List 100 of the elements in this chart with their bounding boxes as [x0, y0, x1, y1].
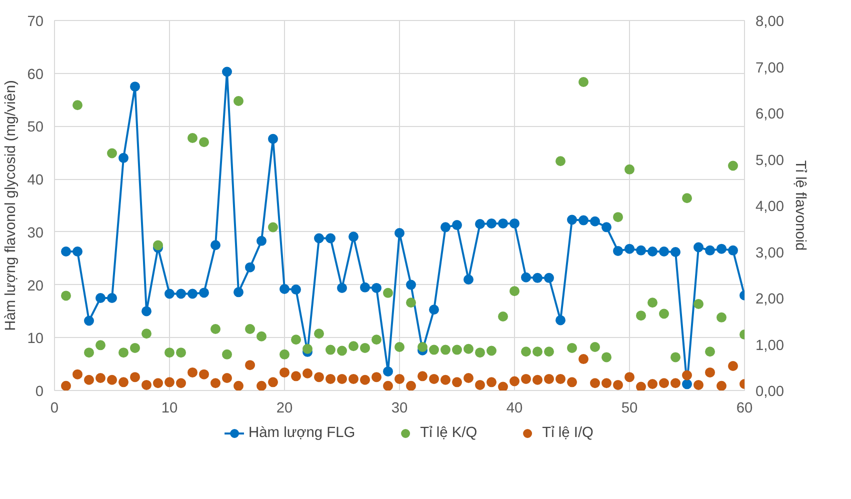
- point: [372, 334, 382, 345]
- point: [670, 378, 680, 388]
- y2-tick-label: 1,00: [756, 338, 784, 354]
- point: [107, 293, 117, 303]
- point: [164, 288, 174, 299]
- legend-label: Tỉ lệ K/Q: [420, 425, 478, 441]
- point: [268, 377, 278, 388]
- point: [360, 342, 370, 353]
- point: [360, 282, 370, 292]
- point: [96, 340, 106, 350]
- point: [475, 348, 485, 358]
- point: [624, 244, 634, 254]
- point: [96, 293, 106, 303]
- point: [613, 212, 623, 222]
- point: [682, 370, 692, 380]
- point: [394, 342, 404, 352]
- point: [694, 242, 704, 252]
- point: [372, 372, 382, 382]
- point: [728, 360, 738, 371]
- point: [510, 376, 520, 386]
- point: [532, 374, 542, 385]
- point: [602, 352, 612, 362]
- y-tick-label: 60: [27, 66, 44, 83]
- point: [705, 367, 715, 378]
- point: [648, 298, 658, 308]
- point: [716, 312, 726, 322]
- point: [728, 160, 738, 171]
- point: [326, 233, 336, 244]
- point: [532, 272, 542, 283]
- point: [429, 304, 439, 315]
- point: [613, 380, 623, 390]
- point: [72, 246, 82, 256]
- y2-tick-label: 4,00: [756, 199, 784, 215]
- point: [153, 378, 163, 388]
- point: [326, 344, 336, 355]
- point: [61, 380, 71, 390]
- point: [694, 380, 704, 390]
- point: [96, 373, 106, 384]
- y2-tick-label: 7,00: [756, 60, 784, 76]
- y-tick-label: 0: [35, 384, 44, 400]
- point: [153, 240, 163, 250]
- point: [716, 380, 726, 390]
- point: [521, 272, 531, 282]
- point: [418, 342, 428, 352]
- point: [613, 246, 623, 256]
- point: [452, 220, 462, 230]
- point: [486, 377, 496, 388]
- y2-tick-label: 0,00: [756, 384, 784, 400]
- point: [314, 328, 324, 339]
- point: [348, 341, 358, 352]
- point: [348, 374, 358, 384]
- legend-label: Tỉ lệ I/Q: [542, 425, 594, 441]
- point: [567, 377, 577, 388]
- point: [705, 346, 715, 357]
- x-tick-label: 0: [50, 400, 59, 416]
- point: [705, 245, 715, 256]
- point: [302, 368, 312, 378]
- point: [659, 378, 669, 388]
- point: [199, 288, 209, 298]
- point: [72, 100, 82, 110]
- point: [291, 334, 301, 345]
- point: [234, 96, 244, 106]
- point: [234, 287, 244, 298]
- point: [406, 380, 416, 390]
- point: [567, 342, 577, 353]
- point: [636, 382, 646, 390]
- point: [521, 374, 531, 384]
- point: [452, 344, 462, 355]
- x-tick-label: 40: [506, 400, 523, 416]
- point: [429, 344, 439, 355]
- point: [210, 240, 220, 250]
- y-axis-title: Hàm lượng flavonol glycosid (mg/viên): [3, 80, 20, 331]
- point: [648, 246, 658, 256]
- y-tick-label: 40: [27, 172, 44, 189]
- point: [567, 214, 577, 225]
- point: [72, 369, 82, 380]
- point: [61, 290, 71, 301]
- point: [498, 382, 508, 390]
- point: [602, 378, 612, 388]
- point: [210, 378, 220, 388]
- point: [360, 374, 370, 385]
- point: [556, 315, 566, 326]
- point: [268, 134, 278, 144]
- y-tick-label: 20: [27, 278, 44, 294]
- point: [222, 349, 232, 360]
- point: [464, 274, 474, 284]
- point: [578, 215, 588, 226]
- point: [648, 379, 658, 390]
- point: [464, 344, 474, 354]
- point: [210, 324, 220, 334]
- point: [475, 380, 485, 390]
- point: [118, 348, 128, 358]
- point: [268, 222, 278, 232]
- point: [498, 218, 508, 228]
- point: [142, 328, 152, 339]
- point: [84, 374, 94, 385]
- point: [291, 371, 301, 382]
- point: [348, 232, 358, 242]
- point: [199, 137, 209, 148]
- y2-tick-label: 8,00: [756, 14, 784, 30]
